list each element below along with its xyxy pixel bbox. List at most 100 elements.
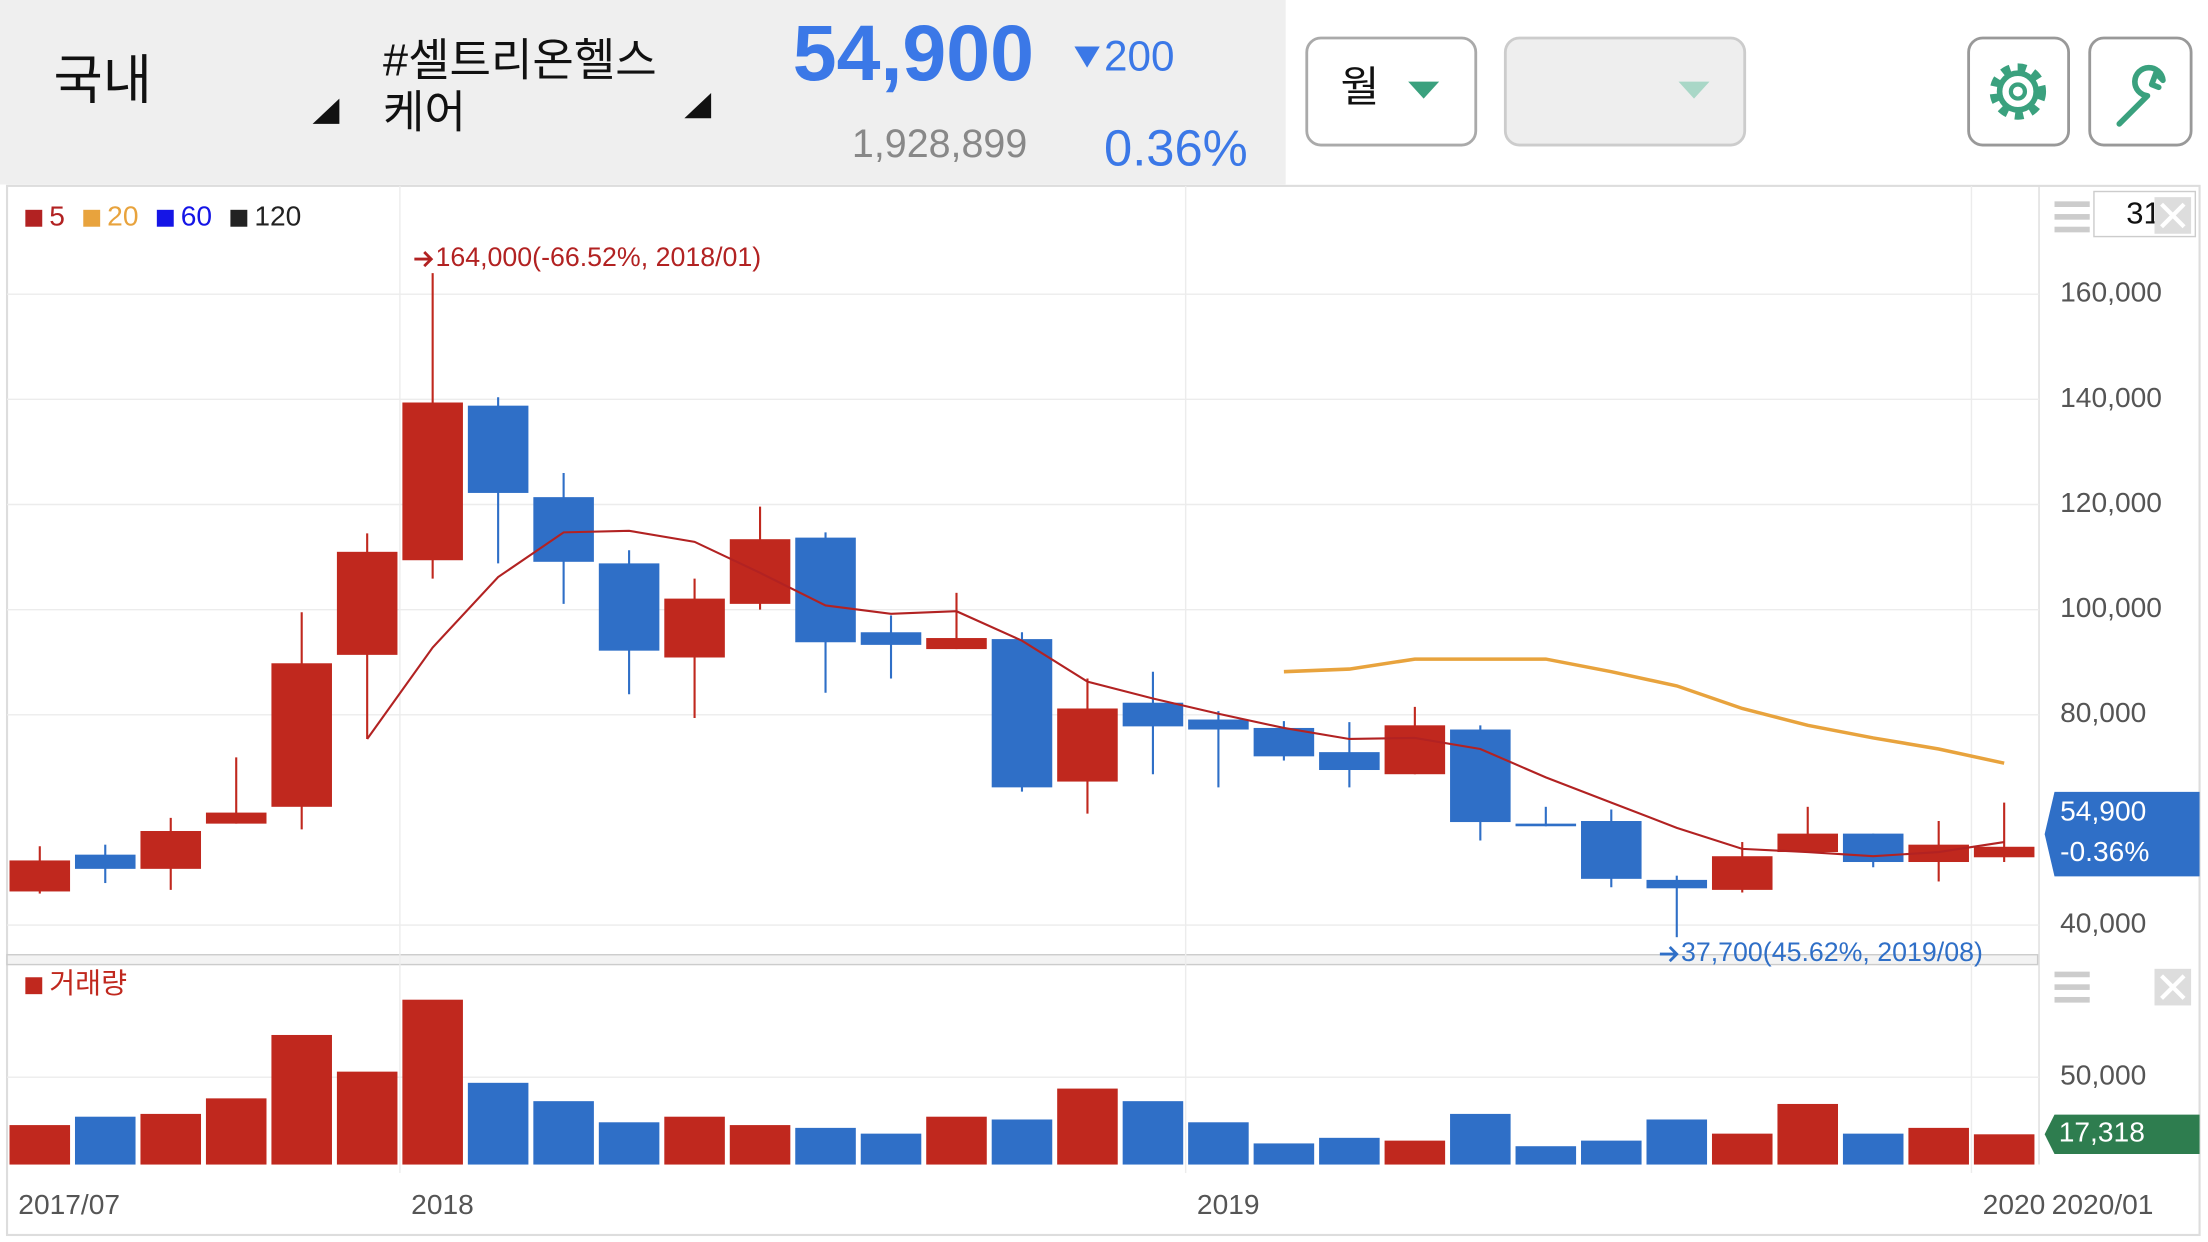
candle-body <box>926 638 987 650</box>
candle-body <box>467 405 529 493</box>
candle-body <box>598 563 660 651</box>
candle-body <box>1777 833 1839 853</box>
candle-body <box>1973 846 2035 858</box>
legend-swatch <box>25 209 43 227</box>
volume-bar <box>1842 1133 1904 1165</box>
volume-title: 거래량 <box>49 968 127 999</box>
y-tick-label: 140,000 <box>2060 382 2162 413</box>
volume-legend-swatch <box>25 977 43 995</box>
volume-bar <box>271 1034 332 1165</box>
wrench-icon <box>2116 64 2166 127</box>
market-select[interactable]: 국내 <box>54 52 152 111</box>
volume-bar <box>467 1082 529 1165</box>
volume-bar <box>533 1101 594 1165</box>
volume-bar <box>336 1071 398 1165</box>
legend-label: 60 <box>181 201 212 232</box>
annotation-arrow <box>1659 946 1679 963</box>
candle-body <box>1711 856 1773 890</box>
candle-body <box>1646 879 1708 889</box>
settings-button[interactable] <box>1967 36 2070 147</box>
volume-bar <box>1450 1113 1511 1165</box>
volume-bar <box>1515 1146 1577 1165</box>
volume-bar <box>402 999 463 1165</box>
x-tick-label: 2017/07 <box>18 1189 120 1220</box>
volume-bar <box>860 1133 922 1165</box>
legend-swatch <box>156 209 174 227</box>
price: 54,900 <box>793 9 1034 97</box>
annotation-arrow <box>414 251 434 268</box>
close-icon <box>2160 974 2186 1000</box>
candle-body <box>533 497 594 562</box>
dropdown-arrow <box>1408 81 1440 99</box>
menu-icon <box>2054 971 2090 1003</box>
candle-body <box>1581 821 1642 879</box>
volume-bar <box>926 1116 987 1165</box>
candle-body <box>336 551 398 655</box>
candle-body <box>74 854 136 869</box>
menu-icon <box>2054 201 2090 233</box>
volume-bar <box>1253 1143 1315 1165</box>
x-tick-label: 2019 <box>1197 1189 1260 1220</box>
candle-body <box>271 663 332 807</box>
legend-label: 120 <box>254 201 301 232</box>
candle-body <box>1188 719 1249 730</box>
indicator-select[interactable] <box>1503 36 1747 147</box>
y-tick-label: 80,000 <box>2060 697 2146 728</box>
price-tag <box>2044 791 2200 877</box>
candle-body <box>664 598 725 658</box>
volume-bar <box>205 1098 267 1165</box>
volume-bar <box>1188 1122 1249 1165</box>
close-icon <box>2160 202 2186 229</box>
candle-body <box>1384 725 1446 775</box>
legend-label: 5 <box>49 201 65 232</box>
y-tick-label: 50,000 <box>2060 1060 2146 1091</box>
volume-bar <box>1777 1103 1839 1165</box>
legend-swatch <box>230 209 248 227</box>
volume-bar <box>1973 1134 2035 1165</box>
volume-bar <box>991 1119 1053 1165</box>
stock-name[interactable]: 케어 <box>383 86 466 137</box>
legend-label: 20 <box>107 201 138 232</box>
cursor-label: 2020/01 <box>2052 1189 2154 1220</box>
candle-body <box>402 402 463 561</box>
volume-bar <box>1057 1088 1118 1165</box>
volume-bar <box>1908 1127 1969 1165</box>
volume-bar <box>1384 1140 1446 1165</box>
legend-swatch <box>83 209 101 227</box>
candle-body <box>795 537 856 643</box>
volume-bar <box>9 1125 71 1165</box>
period-label: 월 <box>1341 63 1380 110</box>
volume-bar <box>74 1116 136 1165</box>
period-select[interactable] <box>1305 36 1478 147</box>
candle-body <box>205 812 267 824</box>
volume-bar <box>729 1125 791 1165</box>
ma-line <box>366 529 2005 858</box>
candle-body <box>1122 702 1184 727</box>
price-change: 200 <box>1104 32 1174 79</box>
volume-bar <box>1581 1140 1642 1165</box>
candle-body <box>9 860 71 892</box>
y-tick-label: 100,000 <box>2060 592 2162 623</box>
candle-body <box>991 639 1053 788</box>
price-tag-change: -0.36% <box>2060 836 2149 867</box>
volume-bar <box>1711 1133 1773 1165</box>
volume-bar <box>598 1122 660 1165</box>
pane-separator <box>6 954 2039 966</box>
ma-line <box>1283 657 2005 765</box>
x-tick-label: 2018 <box>411 1189 474 1220</box>
candle-body <box>1515 823 1577 827</box>
annotation-high: 164,000(-66.52%, 2018/01) <box>435 242 761 272</box>
trade-volume: 1,928,899 <box>852 122 1027 166</box>
stock-name[interactable]: #셀트리온헬스 <box>383 34 657 85</box>
candle-body <box>1057 708 1118 782</box>
volume-tag <box>2044 1114 2200 1155</box>
candle-body <box>729 539 791 604</box>
header-bg <box>0 0 1286 185</box>
dropdown-arrow <box>1678 81 1710 99</box>
candle-body <box>1253 727 1315 757</box>
volume-bar <box>1646 1119 1708 1165</box>
y-tick-label: 160,000 <box>2060 277 2162 308</box>
volume-bar <box>1319 1137 1380 1165</box>
